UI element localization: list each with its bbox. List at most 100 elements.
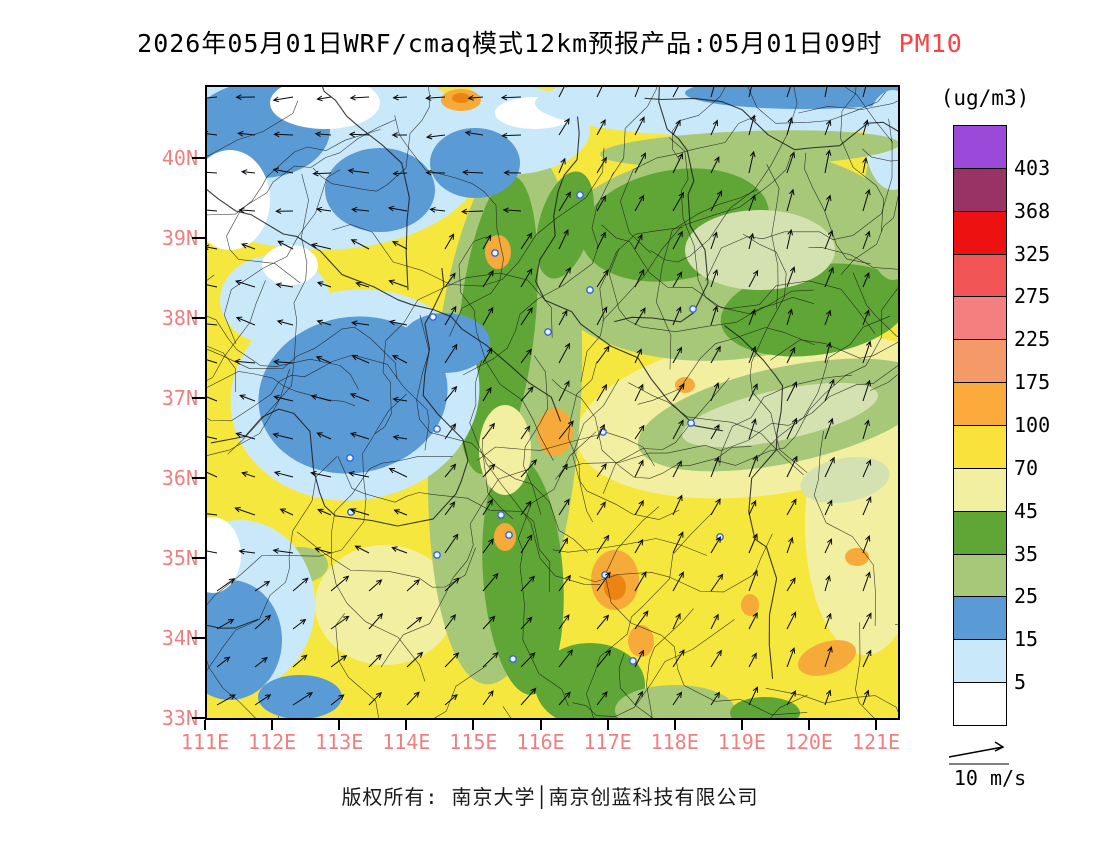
wind-vector [482,347,493,364]
wind-vector [634,152,646,174]
wind-vector [672,85,683,98]
boundary-line [551,378,752,479]
wind-vector [710,231,718,250]
map-canvas [205,85,900,720]
wind-vector [558,463,568,478]
wind-vector [786,381,797,402]
wind-vector [634,383,644,402]
lon-axis-label: 111E [180,730,230,754]
lat-tick [192,557,205,559]
boundary-line [374,272,553,434]
wind-vector [710,190,723,212]
colorbar-value-label: 175 [1014,370,1051,395]
wind-vector [482,269,494,288]
wind-vector [444,614,456,630]
boundary-line [614,85,709,323]
boundary-line [604,506,808,716]
wind-vector [314,131,332,138]
wind-vector [748,308,756,326]
wind-vector [786,498,797,516]
boundary-line [205,100,299,158]
wind-vector [425,133,446,140]
wind-vector [672,460,682,478]
wind-vector [786,455,798,478]
wind-vector [482,690,494,706]
wind-vector [406,579,421,592]
wind-vector [710,156,720,174]
wind-vector [634,649,644,668]
wind-vector [501,132,522,139]
contour-region [537,408,573,456]
contour-region [628,625,654,657]
wind-vector [710,649,722,668]
contour-region [494,523,516,551]
boundary-line [205,187,562,422]
wind-vector [216,618,235,630]
lat-tick [192,637,205,639]
wind-vector [444,233,455,250]
boundary-line [205,280,266,382]
wind-vector [862,309,870,326]
wind-vector [824,499,833,516]
wind-vector [467,95,484,101]
wind-vector [748,686,758,706]
boundary-line [766,164,780,309]
wind-vector [387,205,408,212]
boundary-line [568,361,598,523]
boundary-line [601,224,814,315]
wind-vector [748,418,757,440]
wind-vector [310,242,332,250]
contour-region [675,377,695,393]
wind-vector [350,239,370,250]
wind-vector [786,417,798,440]
wind-vector [786,188,795,212]
boundary-line [705,118,893,281]
lon-tick [271,720,274,730]
wind-vector [824,119,832,136]
boundary-line [205,368,290,457]
wind-vector [862,156,868,174]
wind-vector [558,266,571,288]
lon-tick [673,720,676,730]
boundary-line [321,85,410,291]
lon-tick [606,720,609,730]
wind-vector [748,499,757,516]
boundary-line [637,327,815,405]
wind-vector [672,152,683,174]
wind-vector [351,355,370,364]
wind-vector [205,510,218,517]
wind-vector [444,533,459,554]
boundary-line [337,456,551,593]
wind-vector [276,319,294,326]
wind-vector [672,571,684,592]
contour-region [205,580,282,700]
wind-vector [824,341,832,364]
wind-vector [482,463,496,478]
wind-vector [292,577,309,592]
station-marker [433,425,441,433]
lat-tick [192,477,205,479]
wind-vector [672,494,683,516]
wind-vector [500,94,522,101]
lon-tick [807,720,810,730]
wind-vector [710,424,720,440]
wind-vector [205,395,218,402]
wind-vector [672,383,685,402]
wind-vector [406,616,423,630]
boundary-line [223,169,341,344]
boundary-line [458,236,554,461]
contour-region [798,640,856,676]
colorbar-cell [953,296,1007,341]
wind-vector [862,85,867,98]
wind-vector [272,96,294,103]
wind-vector [596,571,611,592]
wind-vector [316,319,332,326]
wind-vector [520,459,538,478]
boundary-line [754,315,891,462]
wind-vector [273,470,294,478]
wind-vector [205,171,218,174]
wind-vector [330,694,345,706]
boundary-line [332,147,605,287]
wind-vector [482,538,494,554]
colorbar-cell [953,467,1007,512]
